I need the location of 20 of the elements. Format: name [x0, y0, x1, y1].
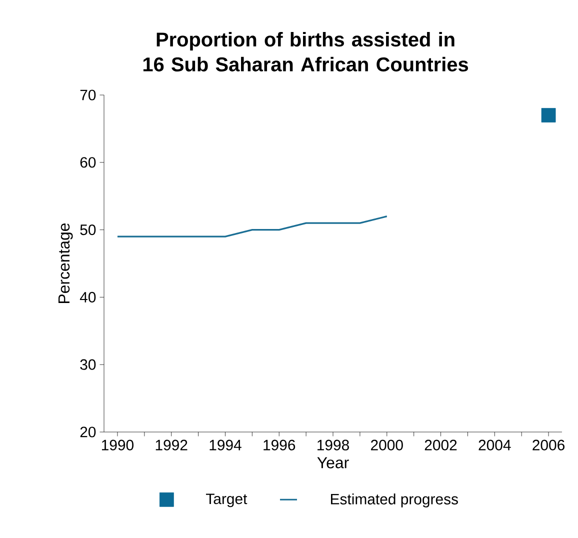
x-tick-label: 1994 — [210, 440, 242, 450]
legend-label: Estimated progress — [331, 493, 458, 508]
chart-title: Proportion of births assisted in 16 Sub Saharan African Countries — [143, 32, 468, 72]
y-tick-label: 60 — [80, 157, 96, 168]
x-tick-label: 2006 — [532, 440, 564, 450]
y-tick-label: 50 — [80, 224, 96, 236]
x-tick-label: 2002 — [424, 440, 457, 450]
x-tick-label: 2004 — [478, 440, 511, 450]
x-tick-label: 1998 — [318, 440, 349, 450]
x-axis-title: Year — [317, 457, 349, 468]
y-tick-label: 20 — [80, 426, 96, 438]
x-tick-label: 1996 — [264, 440, 296, 450]
x-tick-label: 2000 — [371, 440, 403, 450]
legend-label: Target — [206, 494, 248, 508]
y-tick-label: 30 — [80, 359, 96, 370]
x-tick-label: 1992 — [156, 440, 188, 450]
y-axis-title: Percentage — [58, 223, 73, 303]
x-tick-label: 1990 — [102, 440, 134, 450]
y-tick-label: 40 — [80, 292, 96, 302]
y-tick-label: 70 — [80, 90, 96, 100]
